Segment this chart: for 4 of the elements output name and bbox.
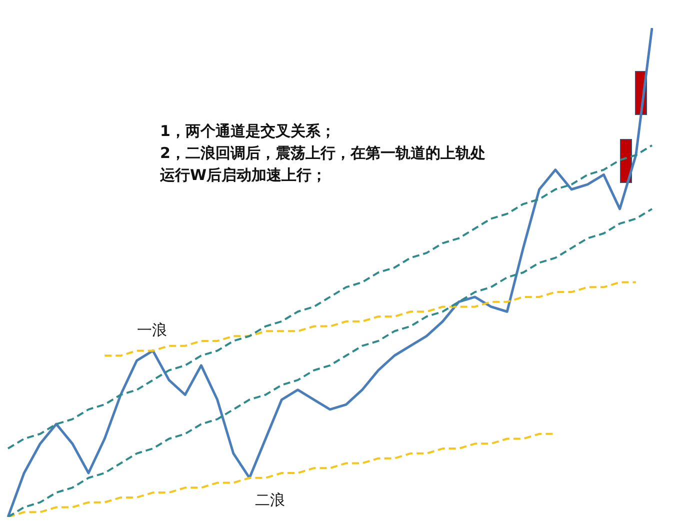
annotation: 一浪 (137, 321, 167, 340)
annotation: 二浪 (255, 491, 285, 510)
annotation: 1，两个通道是交叉关系； (160, 121, 336, 142)
annotation: 2，二浪回调后，震荡上行，在第一轨道的上轨处运行W后启动加速上行； (160, 143, 486, 186)
